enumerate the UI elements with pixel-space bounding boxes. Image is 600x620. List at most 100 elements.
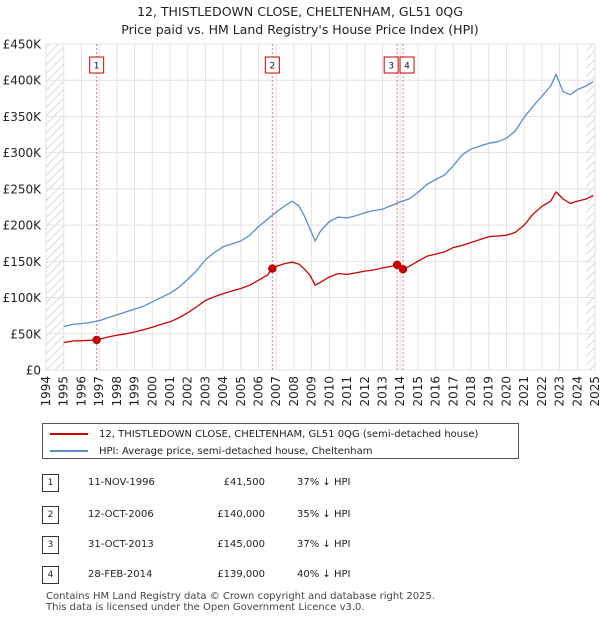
legend-item-property: 12, THISTLEDOWN CLOSE, CHELTENHAM, GL51 … xyxy=(50,426,478,442)
hatched-region-0 xyxy=(46,44,64,370)
sale-price: £139,000 xyxy=(217,569,265,580)
sale-marker-box xyxy=(383,56,399,74)
sale-hpi-diff: 40% ↓ HPI xyxy=(297,569,351,580)
footer-copyright: Contains HM Land Registry data © Crown c… xyxy=(46,591,435,602)
x-tick-label: 2006 xyxy=(252,376,266,407)
x-tick-label: 2022 xyxy=(535,376,549,407)
x-tick-label: 2017 xyxy=(446,376,460,407)
x-tick-label: 2011 xyxy=(340,376,354,407)
sale-marker-text: 1 xyxy=(94,62,100,72)
chart-legend: 12, THISTLEDOWN CLOSE, CHELTENHAM, GL51 … xyxy=(42,423,519,459)
sale-marker-1: 1 xyxy=(89,56,105,74)
sale-hpi-diff: 35% ↓ HPI xyxy=(297,509,351,520)
x-tick-label: 2020 xyxy=(499,376,513,407)
sale-point-4 xyxy=(398,265,408,274)
x-tick-label: 1997 xyxy=(92,376,106,407)
y-tick-label: £50K xyxy=(10,327,42,341)
x-tick-label: 2008 xyxy=(287,376,301,407)
sale-date: 11-NOV-1996 xyxy=(88,477,155,488)
x-tick-label: 2010 xyxy=(322,376,336,407)
grid-lines xyxy=(45,43,596,371)
y-tick-label: £300K xyxy=(3,146,43,160)
y-tick-label: £250K xyxy=(3,182,43,196)
sale-price: £145,000 xyxy=(217,539,265,550)
sale-marker-text: 2 xyxy=(269,62,275,72)
hatched-regions xyxy=(46,44,595,370)
x-tick-label: 2014 xyxy=(393,376,407,407)
sales-table-row: 1 11-NOV-1996 £41,500 37% ↓ HPI xyxy=(42,474,442,492)
sale-marker-box xyxy=(399,56,415,74)
y-tick-label: £100K xyxy=(3,291,43,305)
footer-licence: This data is licensed under the Open Gov… xyxy=(46,602,365,613)
x-tick-label: 2004 xyxy=(216,376,230,407)
sale-hpi-diff: 37% ↓ HPI xyxy=(297,539,351,550)
x-tick-label: 2012 xyxy=(358,376,372,407)
x-tick-label: 2009 xyxy=(305,376,319,407)
x-tick-label: 1994 xyxy=(39,376,53,407)
x-tick-label: 2016 xyxy=(429,376,443,407)
sale-number-badge: 2 xyxy=(42,506,59,524)
chart-title: 12, THISTLEDOWN CLOSE, CHELTENHAM, GL51 … xyxy=(0,3,600,39)
x-tick-label: 2007 xyxy=(269,376,283,407)
legend-swatch-hpi xyxy=(50,450,88,452)
x-tick-label: 2021 xyxy=(517,376,531,407)
x-tick-label: 2019 xyxy=(482,376,496,407)
sales-table-row: 2 12-OCT-2006 £140,000 35% ↓ HPI xyxy=(42,506,442,524)
x-tick-label: 2025 xyxy=(588,376,600,407)
sales-table-row: 3 31-OCT-2013 £145,000 37% ↓ HPI xyxy=(42,536,442,554)
sale-price: £41,500 xyxy=(223,477,265,488)
x-tick-label: 2000 xyxy=(145,376,159,407)
x-tick-label: 2003 xyxy=(198,376,212,407)
y-tick-label: £150K xyxy=(3,255,43,269)
legend-swatch-property xyxy=(50,433,88,435)
x-tick-label: 2002 xyxy=(181,376,195,407)
legend-item-hpi: HPI: Average price, semi-detached house,… xyxy=(50,443,372,459)
sale-marker-3: 3 xyxy=(383,56,399,74)
x-tick-label: 1998 xyxy=(110,376,124,407)
x-tick-label: 2013 xyxy=(375,376,389,407)
x-tick-label: 1995 xyxy=(57,376,71,407)
x-tick-label: 2018 xyxy=(464,376,478,407)
legend-label-property: 12, THISTLEDOWN CLOSE, CHELTENHAM, GL51 … xyxy=(99,428,479,440)
x-tick-label: 2015 xyxy=(411,376,425,407)
x-axis-ticks: 1994 1995 1996 1997 1998 1999 2000 2001 2002 2003… xyxy=(39,376,600,407)
hatched-region-1 xyxy=(586,44,595,370)
chart-title-line-1: 12, THISTLEDOWN CLOSE, CHELTENHAM, GL51 … xyxy=(137,4,463,19)
sales-table-row: 4 28-FEB-2014 £139,000 40% ↓ HPI xyxy=(42,566,442,584)
sale-price: £140,000 xyxy=(217,509,265,520)
x-tick-label: 1996 xyxy=(74,376,88,407)
x-tick-label: 2024 xyxy=(570,376,584,407)
sale-marker-2: 2 xyxy=(264,56,280,74)
property-series-line xyxy=(63,191,594,344)
attribution-footer: Contains HM Land Registry data © Crown c… xyxy=(46,591,435,613)
sale-marker-text: 3 xyxy=(388,62,394,72)
y-tick-label: £400K xyxy=(3,74,43,88)
sale-marker-box xyxy=(264,56,280,74)
y-axis-ticks: £0 £50K £100K £150K £200K £250K £300K £350K £400… xyxy=(3,38,43,378)
sale-date: 12-OCT-2006 xyxy=(88,509,154,520)
plot-area xyxy=(45,43,596,371)
series-lines xyxy=(63,73,594,344)
sale-point-1 xyxy=(92,335,101,345)
y-tick-label: £450K xyxy=(3,38,43,52)
sale-point-3 xyxy=(392,260,402,270)
sale-number-badge: 1 xyxy=(42,474,59,492)
y-tick-label: £200K xyxy=(3,219,43,233)
sale-marker-text: 4 xyxy=(404,62,410,72)
chart-title-line-2: Price paid vs. HM Land Registry's House … xyxy=(121,22,479,37)
x-tick-label: 1999 xyxy=(128,376,142,407)
sale-hpi-diff: 37% ↓ HPI xyxy=(297,477,351,488)
x-tick-label: 2005 xyxy=(234,376,248,407)
x-tick-label: 2023 xyxy=(553,376,567,407)
sale-points xyxy=(92,260,408,345)
legend-label-hpi: HPI: Average price, semi-detached house,… xyxy=(99,445,373,457)
sale-marker-box xyxy=(89,56,105,74)
sale-number-badge: 3 xyxy=(42,536,59,554)
hpi-series-line xyxy=(63,73,594,328)
x-tick-label: 2001 xyxy=(163,376,177,407)
y-tick-label: £0 xyxy=(26,364,41,378)
sale-date: 31-OCT-2013 xyxy=(88,539,154,550)
y-tick-label: £350K xyxy=(3,110,43,124)
